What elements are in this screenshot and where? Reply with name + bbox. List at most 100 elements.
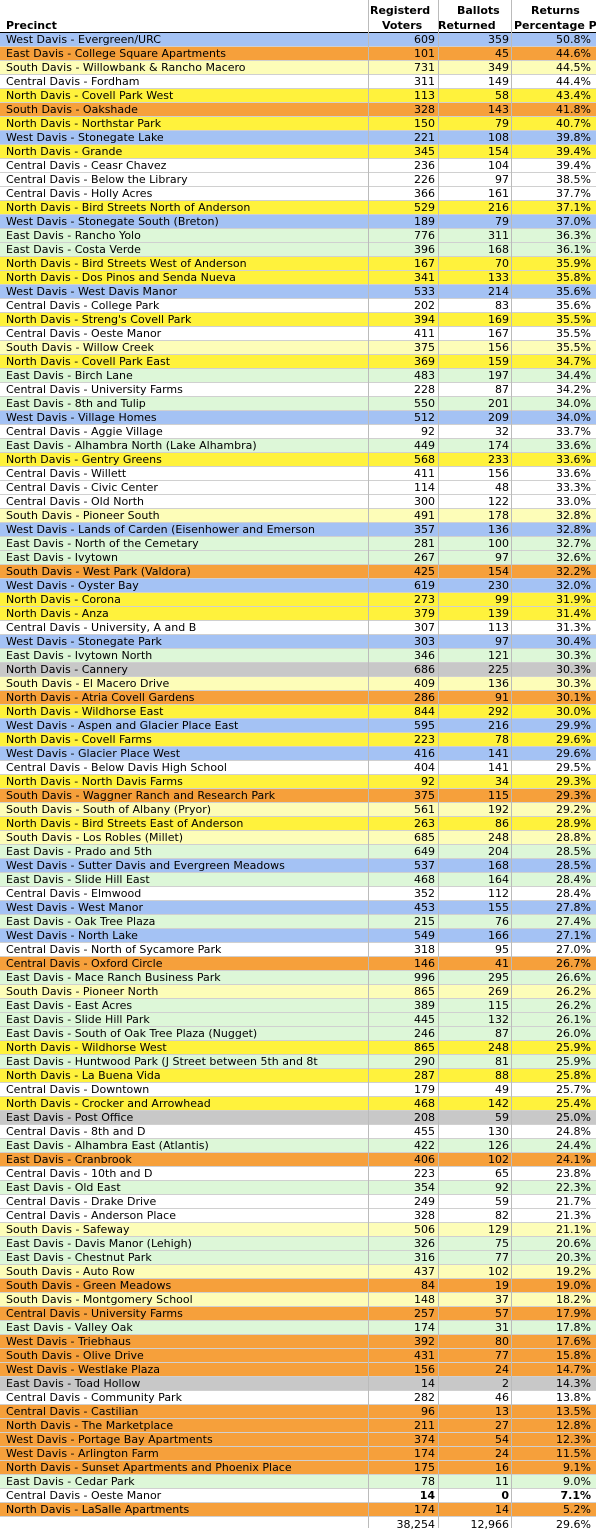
- precinct-cell[interactable]: Central Davis - 8th and D: [6, 1125, 146, 1138]
- percentage-cell[interactable]: 5.2%: [563, 1503, 591, 1516]
- percentage-cell[interactable]: 28.5%: [556, 859, 591, 872]
- registered-cell[interactable]: 375: [414, 789, 435, 802]
- percentage-cell[interactable]: 31.4%: [556, 607, 591, 620]
- percentage-cell[interactable]: 21.3%: [556, 1209, 591, 1222]
- table-row[interactable]: West Davis - Sutter Davis and Evergreen …: [0, 859, 596, 873]
- ballots-cell[interactable]: 214: [488, 285, 509, 298]
- precinct-cell[interactable]: East Davis - Toad Hollow: [6, 1377, 141, 1390]
- percentage-cell[interactable]: 17.9%: [556, 1307, 591, 1320]
- ballots-cell[interactable]: 168: [488, 859, 509, 872]
- registered-cell[interactable]: 175: [414, 1461, 435, 1474]
- registered-cell[interactable]: 685: [414, 831, 435, 844]
- registered-cell[interactable]: 529: [414, 201, 435, 214]
- registered-cell[interactable]: 14: [419, 1489, 435, 1502]
- percentage-cell[interactable]: 28.8%: [556, 831, 591, 844]
- precinct-cell[interactable]: South Davis - Los Robles (Millet): [6, 831, 184, 844]
- table-row[interactable]: Central Davis - Oeste Manor 411 167 35.5%: [0, 327, 596, 341]
- percentage-cell[interactable]: 9.0%: [563, 1475, 591, 1488]
- precinct-cell[interactable]: East Davis - Oak Tree Plaza: [6, 915, 156, 928]
- percentage-cell[interactable]: 27.0%: [556, 943, 591, 956]
- precinct-cell[interactable]: South Davis - Auto Row: [6, 1265, 135, 1278]
- percentage-cell[interactable]: 37.1%: [556, 201, 591, 214]
- ballots-cell[interactable]: 70: [495, 257, 509, 270]
- precinct-cell[interactable]: North Davis - La Buena Vida: [6, 1069, 161, 1082]
- table-row[interactable]: West Davis - Lands of Carden (Eisenhower…: [0, 523, 596, 537]
- table-row[interactable]: West Davis - North Lake 549 166 27.1%: [0, 929, 596, 943]
- header-precinct[interactable]: Precinct: [6, 19, 57, 32]
- percentage-cell[interactable]: 34.2%: [556, 383, 591, 396]
- registered-cell[interactable]: 113: [414, 89, 435, 102]
- ballots-cell[interactable]: 27: [495, 1419, 509, 1432]
- ballots-cell[interactable]: 141: [488, 747, 509, 760]
- precinct-cell[interactable]: East Davis - Prado and 5th: [6, 845, 153, 858]
- precinct-cell[interactable]: West Davis - North Lake: [6, 929, 138, 942]
- table-row[interactable]: East Davis - Rancho Yolo 776 311 36.3%: [0, 229, 596, 243]
- registered-cell[interactable]: 533: [414, 285, 435, 298]
- precinct-cell[interactable]: North Davis - Dos Pinos and Senda Nueva: [6, 271, 236, 284]
- ballots-cell[interactable]: 99: [495, 593, 509, 606]
- table-row[interactable]: Central Davis - College Park 202 83 35.6%: [0, 299, 596, 313]
- precinct-cell[interactable]: East Davis - Cedar Park: [6, 1475, 135, 1488]
- registered-cell[interactable]: 179: [414, 1083, 435, 1096]
- table-row[interactable]: North Davis - Corona 273 99 31.9%: [0, 593, 596, 607]
- registered-cell[interactable]: 354: [414, 1181, 435, 1194]
- table-row[interactable]: Central Davis - Fordham 311 149 44.4%: [0, 75, 596, 89]
- precinct-cell[interactable]: Central Davis - Castilian: [6, 1405, 139, 1418]
- precinct-cell[interactable]: East Davis - Costa Verde: [6, 243, 141, 256]
- registered-cell[interactable]: 346: [414, 649, 435, 662]
- registered-cell[interactable]: 257: [414, 1307, 435, 1320]
- table-row[interactable]: East Davis - East Acres 389 115 26.2%: [0, 999, 596, 1013]
- registered-cell[interactable]: 246: [414, 1027, 435, 1040]
- percentage-cell[interactable]: 32.8%: [556, 523, 591, 536]
- table-row[interactable]: South Davis - Los Robles (Millet) 685 248 2…: [0, 831, 596, 845]
- percentage-cell[interactable]: 33.3%: [556, 481, 591, 494]
- precinct-cell[interactable]: North Davis - Covell Park East: [6, 355, 171, 368]
- precinct-cell[interactable]: East Davis - College Square Apartments: [6, 47, 227, 60]
- percentage-cell[interactable]: 25.7%: [556, 1083, 591, 1096]
- registered-cell[interactable]: 561: [414, 803, 435, 816]
- table-row[interactable]: Central Davis - Drake Drive 249 59 21.7%: [0, 1195, 596, 1209]
- precinct-cell[interactable]: West Davis - Portage Bay Apartments: [6, 1433, 213, 1446]
- registered-cell[interactable]: 449: [414, 439, 435, 452]
- percentage-cell[interactable]: 17.8%: [556, 1321, 591, 1334]
- ballots-cell[interactable]: 13: [495, 1405, 509, 1418]
- percentage-cell[interactable]: 29.6%: [556, 733, 591, 746]
- registered-cell[interactable]: 416: [414, 747, 435, 760]
- ballots-cell[interactable]: 11: [495, 1475, 509, 1488]
- registered-cell[interactable]: 369: [414, 355, 435, 368]
- percentage-cell[interactable]: 14.7%: [556, 1363, 591, 1376]
- ballots-cell[interactable]: 349: [488, 61, 509, 74]
- table-row[interactable]: South Davis - El Macero Drive 409 136 30.3%: [0, 677, 596, 691]
- ballots-cell[interactable]: 102: [488, 1153, 509, 1166]
- table-row[interactable]: South Davis - Pioneer South 491 178 32.8%: [0, 509, 596, 523]
- ballots-cell[interactable]: 95: [495, 943, 509, 956]
- table-row[interactable]: East Davis - Cedar Park 78 11 9.0%: [0, 1475, 596, 1489]
- percentage-cell[interactable]: 34.7%: [556, 355, 591, 368]
- ballots-cell[interactable]: 167: [488, 327, 509, 340]
- ballots-cell[interactable]: 156: [488, 341, 509, 354]
- precinct-cell[interactable]: Central Davis - Downtown: [6, 1083, 150, 1096]
- table-row[interactable]: Central Davis - University, A and B 307 11…: [0, 621, 596, 635]
- percentage-cell[interactable]: 35.9%: [556, 257, 591, 270]
- table-row[interactable]: West Davis - Arlington Farm 174 24 11.5%: [0, 1447, 596, 1461]
- registered-cell[interactable]: 406: [414, 1153, 435, 1166]
- precinct-cell[interactable]: Central Davis - Aggie Village: [6, 425, 163, 438]
- precinct-cell[interactable]: West Davis - Stonegate Lake: [6, 131, 164, 144]
- registered-cell[interactable]: 114: [414, 481, 435, 494]
- ballots-cell[interactable]: 58: [495, 89, 509, 102]
- table-row[interactable]: North Davis - Covell Park West 113 58 43.4%: [0, 89, 596, 103]
- table-row[interactable]: East Davis - Alhambra North (Lake Alhamb…: [0, 439, 596, 453]
- registered-cell[interactable]: 431: [414, 1349, 435, 1362]
- ballots-cell[interactable]: 83: [495, 299, 509, 312]
- total-registered[interactable]: 38,254: [396, 1518, 436, 1531]
- precinct-cell[interactable]: South Davis - El Macero Drive: [6, 677, 170, 690]
- ballots-cell[interactable]: 149: [488, 75, 509, 88]
- registered-cell[interactable]: 686: [414, 663, 435, 676]
- registered-cell[interactable]: 223: [414, 1167, 435, 1180]
- table-row[interactable]: North Davis - Crocker and Arrowhead 468 14…: [0, 1097, 596, 1111]
- precinct-cell[interactable]: West Davis - Lands of Carden (Eisenhower…: [6, 523, 315, 536]
- ballots-cell[interactable]: 169: [488, 313, 509, 326]
- ballots-cell[interactable]: 136: [488, 523, 509, 536]
- precinct-cell[interactable]: North Davis - Crocker and Arrowhead: [6, 1097, 211, 1110]
- precinct-cell[interactable]: East Davis - Ivytown North: [6, 649, 153, 662]
